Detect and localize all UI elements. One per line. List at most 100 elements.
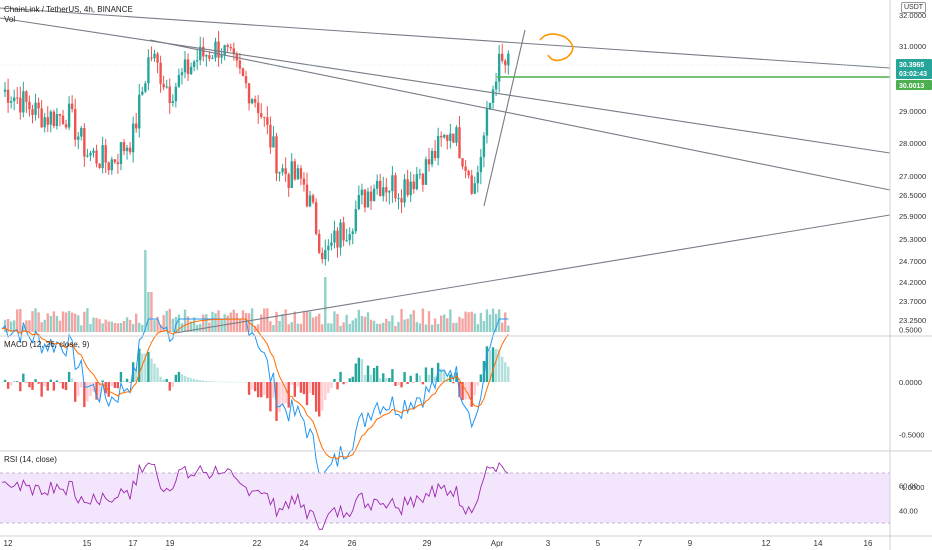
candle-body: [379, 180, 382, 197]
volume-bar: [272, 324, 275, 332]
macd-histogram-bar: [177, 371, 181, 382]
volume-bar: [382, 322, 385, 332]
time-axis-tick: 17: [129, 539, 138, 548]
macd-histogram-bar: [110, 382, 113, 387]
macd-histogram-bar: [135, 370, 138, 382]
macd-histogram-bar: [366, 365, 370, 382]
candle-body: [128, 147, 132, 153]
volume-bar: [394, 325, 397, 332]
macd-pane: [0, 318, 510, 478]
volume-bar: [412, 310, 415, 332]
volume-bar: [223, 314, 226, 332]
candle-body: [485, 108, 489, 136]
time-axis-tick: 15: [83, 539, 92, 548]
volume-bar: [263, 308, 266, 332]
macd-histogram-bar: [49, 379, 52, 382]
currency-button[interactable]: USDT: [901, 2, 927, 13]
candle-body: [89, 152, 92, 156]
volume-bar: [25, 320, 28, 332]
macd-histogram-bar: [141, 353, 144, 382]
candle-body: [40, 108, 43, 128]
volume-bar: [333, 311, 336, 332]
macd-histogram-bar: [452, 382, 455, 384]
macd-histogram-bar: [348, 378, 351, 382]
volume-bar: [403, 319, 406, 332]
macd-histogram-bar: [196, 379, 199, 382]
time-axis-tick: 14: [814, 539, 823, 548]
volume-bar: [342, 322, 345, 332]
macd-histogram-bar: [470, 382, 473, 407]
volume-bar: [443, 314, 446, 332]
rsi-axis-tick: 60.00: [899, 482, 918, 491]
candle-body: [391, 175, 394, 192]
candle-body: [287, 174, 290, 188]
candle-body: [452, 133, 455, 143]
candle-body: [433, 151, 437, 159]
trendline: [483, 29, 526, 207]
volume-bar: [199, 323, 202, 332]
volume-bar: [266, 308, 269, 332]
volume-bar: [110, 321, 113, 332]
volume-bar: [135, 313, 138, 332]
macd-histogram-bar: [25, 382, 28, 383]
macd-histogram-bar: [443, 370, 446, 382]
candle-body: [177, 75, 181, 87]
price-axis-tick: 31.0000: [899, 42, 926, 51]
candle-body: [211, 57, 214, 59]
candle-body: [168, 86, 171, 103]
time-axis-tick: 7: [638, 539, 643, 548]
macd-histogram-bar: [125, 378, 129, 382]
macd-histogram-bar: [220, 381, 223, 383]
candle-body: [305, 184, 309, 207]
candle-body: [348, 234, 351, 241]
macd-histogram-bar: [433, 376, 437, 382]
time-axis-tick: 19: [166, 539, 175, 548]
macd-histogram-bar: [116, 382, 120, 389]
volume-bar: [388, 321, 391, 332]
candle-body: [16, 97, 19, 99]
macd-histogram-bar: [357, 357, 361, 382]
candle-body: [443, 134, 446, 138]
macd-histogram-bar: [189, 378, 193, 382]
volume-bar: [119, 322, 123, 332]
candle-body: [494, 81, 498, 90]
macd-histogram-bar: [165, 379, 168, 382]
candle-body: [284, 168, 287, 175]
volume-bar: [375, 323, 379, 332]
volume-bar: [470, 311, 473, 332]
candle-body: [159, 62, 162, 84]
macd-histogram-bar: [385, 378, 388, 382]
volume-bar: [232, 309, 235, 332]
volume-bar: [275, 311, 278, 332]
volume-bar: [501, 322, 504, 332]
candle-body: [144, 83, 147, 92]
macd-histogram-bar: [64, 382, 68, 391]
macd-histogram-bar: [379, 378, 382, 382]
candle-body: [83, 127, 86, 157]
macd-histogram-bar: [278, 382, 281, 413]
candle-body: [189, 66, 193, 75]
macd-histogram-bar: [16, 381, 19, 382]
candle-body: [80, 127, 83, 137]
candle-body: [220, 55, 223, 58]
volume-bar: [238, 318, 242, 332]
macd-histogram-bar: [412, 382, 415, 383]
candle-body: [6, 89, 10, 103]
volume-bar: [504, 312, 507, 332]
candle-body: [55, 114, 59, 127]
candle-body: [70, 103, 74, 110]
candle-body: [360, 189, 364, 196]
macd-histogram-bar: [171, 382, 174, 387]
macd-histogram-bar: [424, 367, 428, 382]
volume-bar: [104, 319, 107, 332]
macd-histogram-bar: [485, 346, 489, 382]
volume-bar: [397, 321, 400, 332]
candle-body: [260, 113, 263, 117]
volume-bar: [455, 322, 458, 332]
macd-histogram-bar: [494, 349, 498, 382]
volume-bar: [86, 308, 89, 332]
macd-histogram-bar: [327, 382, 330, 394]
candle-body: [25, 91, 28, 102]
candle-body: [473, 183, 476, 194]
